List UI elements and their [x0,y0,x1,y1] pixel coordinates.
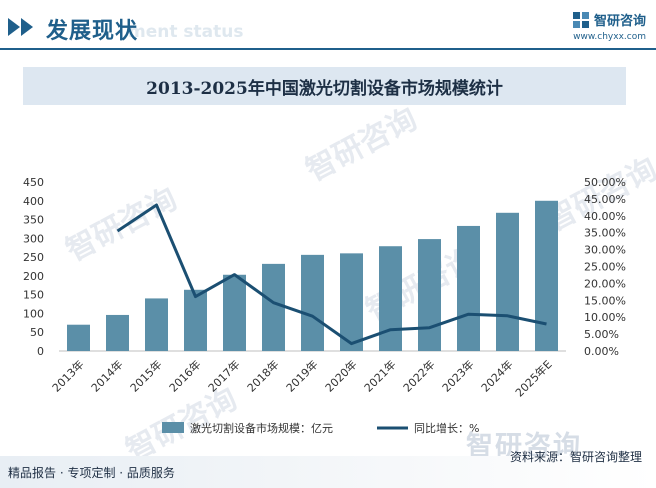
chart-title-box: 2013-2025年中国激光切割设备市场规模统计 [23,67,626,105]
x-tick-label: 2013年 [49,357,86,394]
brand-name: 智研咨询 [593,14,646,29]
bar [418,239,441,351]
y-right-tick-label: 5.00% [584,328,619,341]
x-tick-label: 2018年 [244,357,281,394]
page-title: 发展现状 [46,19,139,44]
y-right-tick-label: 25.00% [584,261,626,274]
legend-line-label: 同比增长：% [414,421,479,435]
x-tick-label: 2021年 [361,357,398,394]
bar [223,274,246,351]
chart-title: 2013-2025年中国激光切割设备市场规模统计 [146,78,503,99]
header-subtitle: ment status [128,22,244,42]
y-left-tick-label: 150 [23,289,44,302]
y-right-tick-label: 40.00% [584,210,626,223]
bar [496,212,519,351]
x-tick-label: 2017年 [205,357,242,394]
x-tick-label: 2020年 [322,357,359,394]
brand-url: www.chyxx.com [573,32,646,42]
bar [301,254,324,351]
y-left-tick-label: 250 [23,251,44,264]
brand-block: 智研咨询 www.chyxx.com [572,9,646,42]
bar [184,289,207,351]
legend-bar-swatch [162,422,184,433]
y-right-tick-label: 15.00% [584,294,626,307]
bar [457,225,480,351]
y-left-tick-label: 200 [23,270,44,283]
combo-chart: 0 50 100 150 200 250 300 350 400 450 0.00% 5.00% 10.… [23,176,626,435]
header-divider [0,48,656,50]
y-left-tick-label: 350 [23,214,44,227]
footer-tagline: 精品报告 · 专项定制 · 品质服务 [8,466,175,480]
page-header: ment status 发展现状 智研咨询 www.chyxx.com [0,0,656,62]
y-left-tick-label: 50 [30,326,44,339]
y-left-tick-label: 400 [23,195,44,208]
y-right-tick-label: 35.00% [584,227,626,240]
double-chevron-icon [8,18,33,36]
x-tick-label: 2023年 [439,357,476,394]
x-tick-label: 2015年 [127,357,164,394]
bar [67,324,90,351]
bar [535,200,558,351]
y-left-tick-label: 450 [23,176,44,189]
y-left-tick-label: 300 [23,232,44,245]
x-tick-label: 2022年 [400,357,437,394]
bar [340,253,363,351]
growth-line [116,203,547,346]
y-right-tick-label: 30.00% [584,244,626,257]
x-tick-label: 2024年 [478,357,515,394]
x-tick-label: 2019年 [283,357,320,394]
bar [379,246,402,351]
legend-bar-label: 激光切割设备市场规模：亿元 [190,421,333,435]
page-footer: 精品报告 · 专项定制 · 品质服务 资料来源：智研咨询整理 [0,450,656,488]
bar [145,298,168,351]
y-left-tick-label: 0 [37,345,44,358]
x-tick-label: 2014年 [88,357,125,394]
y-right-tick-label: 50.00% [584,176,626,189]
brand-logo-icon [572,11,589,28]
bar [106,314,129,351]
bar [262,263,285,351]
x-tick-label: 2025年E [512,357,554,399]
x-tick-label: 2016年 [166,357,203,394]
data-source: 资料来源：智研咨询整理 [509,450,642,464]
y-right-tick-label: 0.00% [584,345,619,358]
y-right-tick-label: 45.00% [584,193,626,206]
y-right-tick-label: 20.00% [584,277,626,290]
y-right-tick-label: 10.00% [584,311,626,324]
y-left-tick-label: 100 [23,307,44,320]
